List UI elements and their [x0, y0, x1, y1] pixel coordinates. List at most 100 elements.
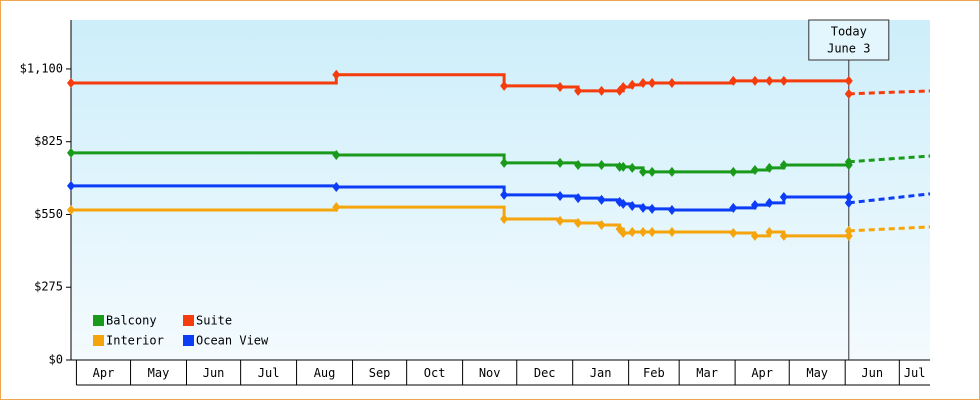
point	[667, 204, 676, 215]
point	[779, 192, 788, 203]
point	[729, 202, 738, 213]
point	[628, 201, 637, 212]
point	[844, 75, 853, 86]
legend-label: Balcony	[106, 314, 157, 328]
forecast-line	[848, 89, 931, 96]
point	[574, 159, 583, 170]
forecast-line	[848, 154, 931, 164]
point	[628, 79, 637, 90]
point	[729, 227, 738, 238]
point	[67, 204, 75, 215]
point	[500, 189, 509, 200]
legend-label: Ocean View	[196, 334, 269, 348]
legend-label: Suite	[196, 314, 232, 328]
y-tick-label: $0	[49, 353, 63, 367]
point	[844, 225, 853, 236]
point	[556, 215, 565, 226]
point	[574, 217, 583, 228]
x-tick-label: Feb	[643, 366, 665, 380]
point	[750, 75, 759, 86]
x-tick-label: Aug	[314, 366, 336, 380]
legend-swatch	[183, 315, 194, 326]
y-tick-label: $1,100	[20, 61, 63, 75]
point	[779, 230, 788, 241]
point	[67, 180, 75, 191]
point	[639, 166, 648, 177]
point	[628, 226, 637, 237]
point	[67, 77, 75, 88]
point	[844, 156, 853, 167]
legend-label: Interior	[106, 334, 164, 348]
point	[765, 75, 774, 86]
y-tick-label: $550	[34, 207, 63, 221]
point	[648, 77, 657, 88]
x-tick-label: May	[148, 366, 170, 380]
x-tick-label: Jul	[904, 366, 926, 380]
x-tick-label: Dec	[534, 366, 556, 380]
legend-swatch	[183, 335, 194, 346]
today-box	[808, 19, 890, 61]
y-tick-label: $275	[34, 280, 63, 294]
point	[729, 75, 738, 86]
point	[628, 162, 637, 173]
point	[765, 162, 774, 173]
legend-swatch	[93, 335, 104, 346]
point	[844, 230, 853, 241]
point	[750, 230, 759, 241]
x-tick-label: Jun	[861, 366, 883, 380]
point	[619, 227, 628, 238]
point	[779, 75, 788, 86]
point	[667, 226, 676, 237]
legend-swatch	[93, 315, 104, 326]
today-label: June 3	[827, 42, 870, 56]
point	[332, 181, 341, 192]
point	[619, 161, 628, 172]
point	[648, 203, 657, 214]
x-tick-label: Jan	[590, 366, 612, 380]
point	[67, 147, 75, 158]
point	[844, 197, 853, 208]
point	[639, 226, 648, 237]
point	[639, 202, 648, 213]
x-tick-label: Mar	[696, 366, 718, 380]
point	[332, 149, 341, 160]
point	[750, 199, 759, 210]
point	[500, 213, 509, 224]
point	[779, 159, 788, 170]
point	[597, 159, 606, 170]
point	[750, 165, 759, 176]
point	[619, 81, 628, 92]
point	[332, 69, 341, 80]
point	[574, 85, 583, 96]
y-tick-label: $825	[34, 134, 63, 148]
point	[556, 81, 565, 92]
plot-area	[71, 20, 930, 360]
x-tick-label: Jul	[258, 366, 280, 380]
x-tick-label: Apr	[751, 366, 773, 380]
x-tick-label: Oct	[424, 366, 446, 380]
point	[729, 166, 738, 177]
point	[597, 85, 606, 96]
x-tick-label: Apr	[93, 366, 115, 380]
point	[648, 226, 657, 237]
point	[332, 202, 341, 213]
point	[765, 197, 774, 208]
point	[574, 193, 583, 204]
x-tick-label: Jun	[203, 366, 225, 380]
point	[667, 166, 676, 177]
forecast-line	[848, 192, 931, 205]
today-label: Today	[831, 25, 867, 39]
point	[844, 88, 853, 99]
x-tick-label: Nov	[479, 366, 501, 380]
point	[597, 194, 606, 205]
x-tick-label: Sep	[369, 366, 391, 380]
point	[648, 166, 657, 177]
point	[844, 192, 853, 203]
point	[597, 220, 606, 231]
forecast-line	[848, 225, 931, 233]
point	[667, 77, 676, 88]
point	[765, 226, 774, 237]
x-tick-label: May	[806, 366, 828, 380]
point	[500, 157, 509, 168]
